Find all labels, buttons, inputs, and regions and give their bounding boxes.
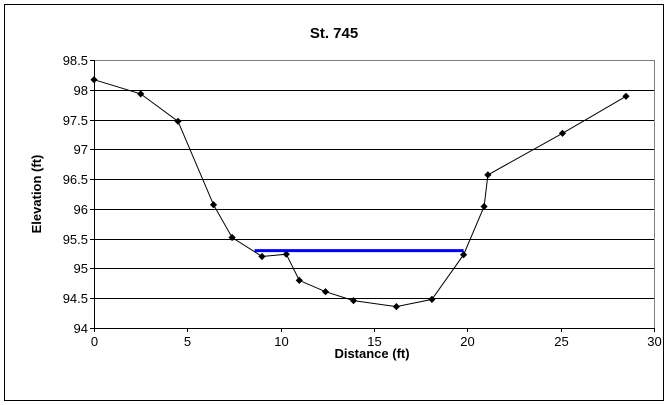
data-point-marker: [558, 129, 567, 137]
x-ticks: 0 5 10 15 20 25 30: [91, 328, 662, 349]
x-axis-title: Distance (ft): [334, 346, 409, 361]
data-point-marker: [480, 202, 488, 211]
x-tick-label: 0: [91, 334, 98, 349]
x-tick-label: 30: [647, 334, 661, 349]
y-tick-label: 98.5: [63, 53, 88, 68]
data-point-marker: [90, 76, 98, 84]
data-point-marker: [209, 201, 218, 209]
data-point-marker: [392, 303, 400, 311]
y-tick-label: 94.5: [63, 291, 88, 306]
chart-title: St. 745: [310, 25, 358, 42]
x-tick-label: 15: [367, 334, 381, 349]
data-point-marker: [622, 92, 630, 100]
x-tick-label: 25: [554, 334, 568, 349]
y-tick-label: 95: [74, 261, 88, 276]
data-point-marker: [349, 297, 358, 305]
y-axis-title: Elevation (ft): [29, 155, 44, 234]
y-tick-label: 98: [74, 83, 88, 98]
x-tick-label: 10: [274, 334, 288, 349]
plot-area: [94, 60, 655, 329]
y-tick-label: 97.5: [63, 113, 88, 128]
x-tick-label: 20: [460, 334, 474, 349]
gridlines: [94, 90, 654, 299]
y-tick-label: 97: [74, 142, 88, 157]
data-point-marker: [228, 233, 236, 242]
data-point-marker: [428, 295, 436, 303]
data-point-marker: [282, 250, 290, 258]
data-point-marker: [258, 252, 266, 261]
y-tick-label: 94: [74, 321, 88, 336]
series: [90, 76, 630, 311]
data-point-marker: [295, 276, 303, 284]
y-tick-label: 96: [74, 202, 88, 217]
y-tick-label: 95.5: [63, 232, 88, 247]
y-tick-label: 96.5: [63, 172, 88, 187]
data-point-marker: [460, 251, 468, 259]
x-tick-label: 5: [184, 334, 191, 349]
data-point-marker: [484, 171, 492, 179]
data-point-marker: [174, 117, 182, 125]
data-point-marker: [137, 90, 145, 98]
data-point-marker: [321, 288, 330, 296]
y-ticks: 94 94.5 95 95.5 96 96.5 97 97.5 98 98.5: [63, 53, 94, 336]
